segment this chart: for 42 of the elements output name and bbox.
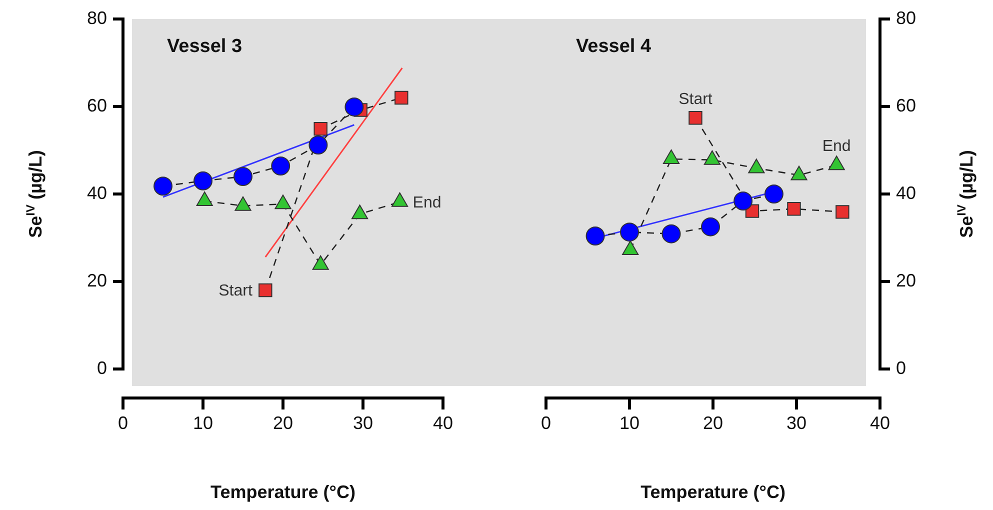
point: [194, 171, 212, 190]
y-tick-label: 20: [896, 270, 916, 290]
point: [308, 136, 328, 154]
y-tick-label: 20: [86, 270, 107, 290]
point: [234, 196, 252, 211]
x-tick-label: 0: [541, 412, 552, 433]
point: [233, 167, 252, 186]
y-tick-label: 40: [86, 182, 107, 203]
x-tick-label: 10: [619, 412, 640, 433]
point: [352, 204, 368, 220]
annotation: End: [412, 194, 442, 212]
point: [394, 90, 408, 105]
point: [274, 194, 292, 210]
point: [344, 97, 364, 116]
point: [391, 192, 408, 207]
text: Vessel 4: [576, 36, 652, 57]
point: [314, 122, 328, 136]
point: [196, 192, 213, 206]
x-axis-title: Temperature (°C): [210, 482, 356, 502]
x-tick-label: 30: [352, 412, 374, 433]
y-tick-label: 40: [896, 182, 916, 203]
text: Vessel 3: [167, 36, 242, 57]
x-tick-label: 10: [192, 412, 214, 433]
x-tick-label: 30: [786, 412, 807, 433]
x-tick-label: 20: [702, 412, 724, 433]
y-tick-label: 80: [896, 8, 916, 28]
y-tick-label: 0: [96, 358, 107, 378]
x-axis-title: Temperature (°C): [640, 482, 786, 502]
y-tick-label: 0: [896, 358, 906, 378]
x-tick-label: 20: [272, 412, 294, 433]
point: [154, 176, 172, 196]
annotation: Start: [218, 282, 253, 300]
point: [271, 156, 290, 176]
y-tick-label: 60: [86, 95, 107, 116]
x-tick-label: 40: [432, 412, 454, 433]
point: [312, 255, 329, 270]
x-tick-label: 40: [870, 412, 890, 433]
x-tick-label: 0: [118, 412, 128, 433]
annotation: Start: [678, 90, 713, 108]
annotation: End: [822, 138, 851, 156]
y-tick-label: 80: [86, 8, 107, 28]
y-tick-label: 60: [896, 95, 916, 116]
